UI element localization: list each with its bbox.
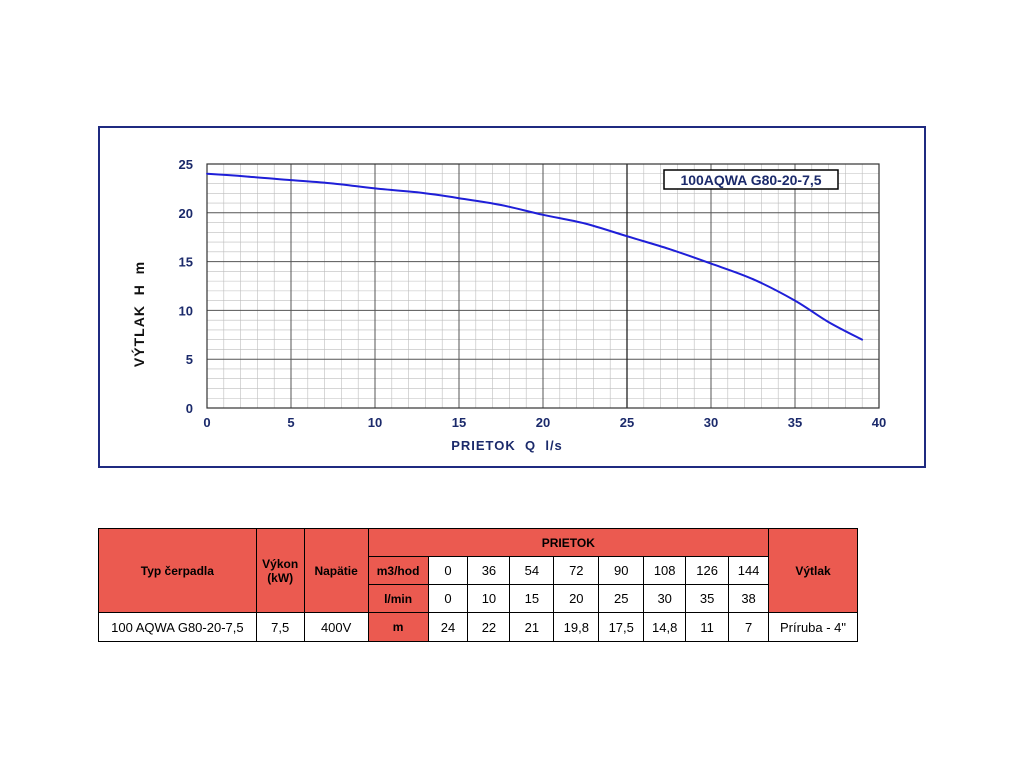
data-point bbox=[861, 338, 864, 341]
lmin-value: 25 bbox=[598, 584, 645, 613]
m3h-value: 108 bbox=[643, 556, 687, 585]
col-voltage-header: Napätie bbox=[303, 528, 369, 613]
pump-voltage: 400V bbox=[303, 612, 369, 642]
data-point bbox=[542, 213, 544, 216]
head-value: 7 bbox=[728, 612, 770, 642]
pump-type: 100 AQWA G80-20-7,5 bbox=[98, 612, 257, 642]
lmin-value: 30 bbox=[643, 584, 687, 613]
pump-power: 7,5 bbox=[255, 612, 305, 642]
series-layer bbox=[206, 172, 864, 341]
y-tick-label: 20 bbox=[179, 206, 193, 221]
y-axis-title: VÝTLAK H m bbox=[130, 261, 147, 367]
y-tick-label: 5 bbox=[186, 352, 193, 367]
y-tick-label: 25 bbox=[179, 157, 193, 172]
col-power-header: Výkon (kW) bbox=[255, 528, 305, 613]
data-point bbox=[584, 222, 586, 225]
head-value: 19,8 bbox=[553, 612, 600, 642]
x-tick-label: 25 bbox=[620, 415, 634, 430]
m3h-value: 54 bbox=[509, 556, 555, 585]
x-tick-label: 10 bbox=[368, 415, 382, 430]
head-value: 14,8 bbox=[643, 612, 687, 642]
m3h-value: 90 bbox=[598, 556, 645, 585]
m3h-value: 36 bbox=[467, 556, 511, 585]
x-tick-label: 30 bbox=[704, 415, 718, 430]
data-point bbox=[710, 262, 712, 265]
series-line bbox=[206, 172, 863, 341]
data-point bbox=[827, 321, 830, 323]
x-tick-label: 5 bbox=[287, 415, 294, 430]
head-value: 24 bbox=[427, 612, 469, 642]
y-tick-label: 15 bbox=[179, 255, 193, 270]
chart-frame: 0 5 10 15 20 25 30 35 40 0 5 10 15 20 25 100AQWA G80-2… bbox=[98, 126, 926, 468]
lmin-value: 20 bbox=[553, 584, 600, 613]
data-point bbox=[626, 235, 628, 238]
lmin-value: 0 bbox=[427, 584, 469, 613]
head-value: 22 bbox=[467, 612, 511, 642]
data-point bbox=[248, 175, 250, 178]
pump-connection: Príruba - 4" bbox=[768, 612, 858, 642]
x-tick-label: 40 bbox=[872, 415, 886, 430]
lmin-value: 15 bbox=[509, 584, 555, 613]
y-tick-label: 10 bbox=[179, 303, 193, 318]
row-lmin: l/min 0 10 15 20 25 30 35 38 bbox=[99, 584, 858, 613]
grid bbox=[206, 163, 880, 409]
head-value: 17,5 bbox=[598, 612, 645, 642]
col-head-header: Výtlak bbox=[768, 528, 858, 613]
col-flow-header: PRIETOK bbox=[367, 528, 770, 557]
data-point bbox=[332, 182, 334, 185]
data-point bbox=[752, 278, 754, 281]
pump-spec-table: Typ čerpadla Výkon (kW) Napätie PRIETOK … bbox=[98, 528, 858, 642]
data-point bbox=[290, 179, 292, 181]
unit-m: m bbox=[367, 612, 429, 642]
lmin-value: 38 bbox=[728, 584, 770, 613]
head-value: 11 bbox=[685, 612, 730, 642]
m3h-value: 144 bbox=[728, 556, 770, 585]
legend: 100AQWA G80-20-7,5 bbox=[663, 169, 839, 190]
x-tick-label: 35 bbox=[788, 415, 802, 430]
row-m3h: m3/hod 0 36 54 72 90 108 126 144 bbox=[99, 556, 858, 585]
data-point bbox=[794, 299, 796, 302]
col-power-label: Výkon bbox=[262, 556, 299, 571]
table-row: 100 AQWA G80-20-7,5 7,5 400V m 24 22 21 19,… bbox=[98, 612, 858, 642]
x-axis-title: PRIETOK Q l/s bbox=[451, 438, 563, 453]
m3h-value: 72 bbox=[553, 556, 600, 585]
x-tick-label: 20 bbox=[536, 415, 550, 430]
plot-area-border bbox=[206, 163, 880, 409]
lmin-value: 10 bbox=[467, 584, 511, 613]
m3h-value: 126 bbox=[685, 556, 730, 585]
y-tick-label: 0 bbox=[186, 401, 193, 416]
data-point bbox=[206, 172, 208, 175]
col-type-header: Typ čerpadla bbox=[98, 528, 257, 613]
data-point bbox=[374, 187, 376, 190]
m3h-value: 0 bbox=[427, 556, 469, 585]
legend-box bbox=[663, 169, 839, 190]
data-point bbox=[668, 248, 670, 250]
col-power-unit: (kW) bbox=[267, 570, 294, 585]
pump-curve-chart: 0 5 10 15 20 25 30 35 40 0 5 10 15 20 25 100AQWA G80-2… bbox=[130, 157, 887, 453]
x-tick-label: 0 bbox=[203, 415, 210, 430]
x-tick-label: 15 bbox=[452, 415, 466, 430]
data-point bbox=[500, 204, 502, 206]
tick-labels: 0 5 10 15 20 25 30 35 40 0 5 10 15 20 25 bbox=[179, 157, 887, 430]
data-point bbox=[416, 191, 418, 194]
legend-label: 100AQWA G80-20-7,5 bbox=[680, 172, 821, 188]
unit-lmin: l/min bbox=[367, 584, 429, 613]
lmin-value: 35 bbox=[685, 584, 730, 613]
data-point bbox=[458, 197, 460, 200]
unit-m3h: m3/hod bbox=[367, 556, 429, 585]
head-value: 21 bbox=[509, 612, 555, 642]
